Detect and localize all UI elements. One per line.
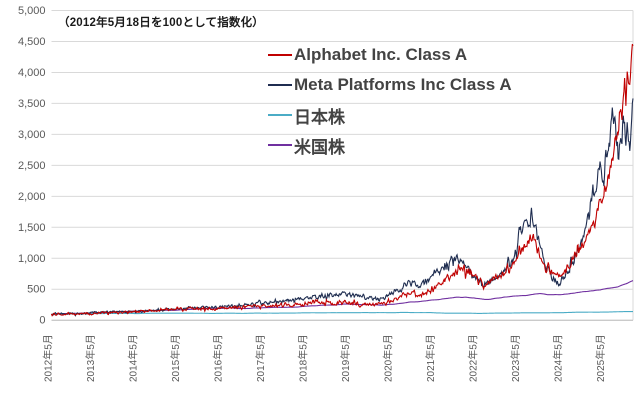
svg-text:2015年5月: 2015年5月	[169, 334, 182, 382]
svg-text:2013年5月: 2013年5月	[84, 334, 97, 382]
svg-text:2021年5月: 2021年5月	[424, 334, 437, 382]
svg-text:2012年5月: 2012年5月	[42, 334, 55, 382]
svg-text:4,000: 4,000	[18, 67, 46, 79]
svg-text:2016年5月: 2016年5月	[212, 334, 225, 382]
svg-text:500: 500	[27, 284, 45, 296]
svg-text:2020年5月: 2020年5月	[382, 334, 395, 382]
svg-text:2014年5月: 2014年5月	[127, 334, 140, 382]
svg-text:2025年5月: 2025年5月	[594, 334, 607, 382]
svg-text:2022年5月: 2022年5月	[467, 334, 480, 382]
svg-text:2024年5月: 2024年5月	[552, 334, 565, 382]
svg-text:2023年5月: 2023年5月	[509, 334, 522, 382]
svg-text:1,000: 1,000	[18, 253, 46, 265]
svg-text:2,500: 2,500	[18, 160, 46, 172]
svg-text:0: 0	[39, 315, 45, 327]
svg-text:2017年5月: 2017年5月	[254, 334, 267, 382]
svg-text:2018年5月: 2018年5月	[297, 334, 310, 382]
svg-text:5,000: 5,000	[18, 5, 46, 17]
svg-text:2019年5月: 2019年5月	[339, 334, 352, 382]
svg-text:3,500: 3,500	[18, 98, 46, 110]
svg-text:2,000: 2,000	[18, 191, 46, 203]
svg-text:4,500: 4,500	[18, 36, 46, 48]
svg-text:1,500: 1,500	[18, 222, 46, 234]
svg-text:3,000: 3,000	[18, 129, 46, 141]
